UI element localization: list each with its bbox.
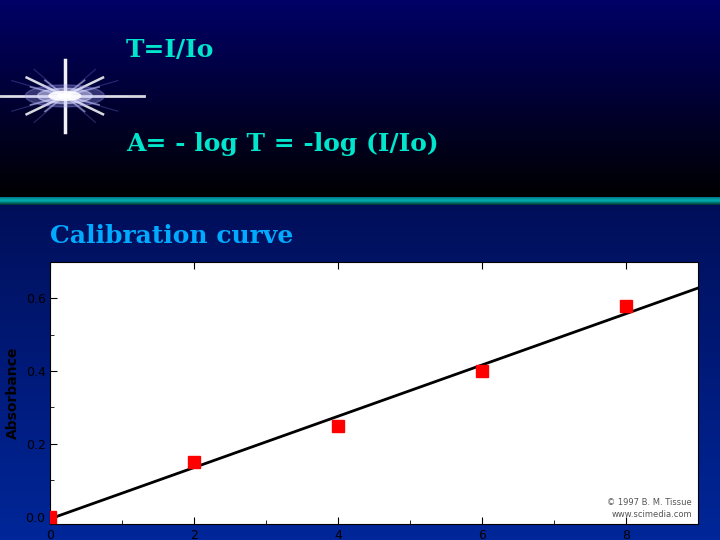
Text: A= - log T = -log (I/Io): A= - log T = -log (I/Io) <box>126 132 438 156</box>
Circle shape <box>49 91 81 100</box>
Circle shape <box>58 94 72 98</box>
Text: Calibration curve: Calibration curve <box>50 224 294 248</box>
Text: T=I/Io: T=I/Io <box>126 38 215 62</box>
Y-axis label: Absorbance: Absorbance <box>6 347 20 439</box>
Text: © 1997 B. M. Tissue
www.scimedia.com: © 1997 B. M. Tissue www.scimedia.com <box>607 498 692 518</box>
Circle shape <box>25 85 104 107</box>
Circle shape <box>37 89 92 104</box>
